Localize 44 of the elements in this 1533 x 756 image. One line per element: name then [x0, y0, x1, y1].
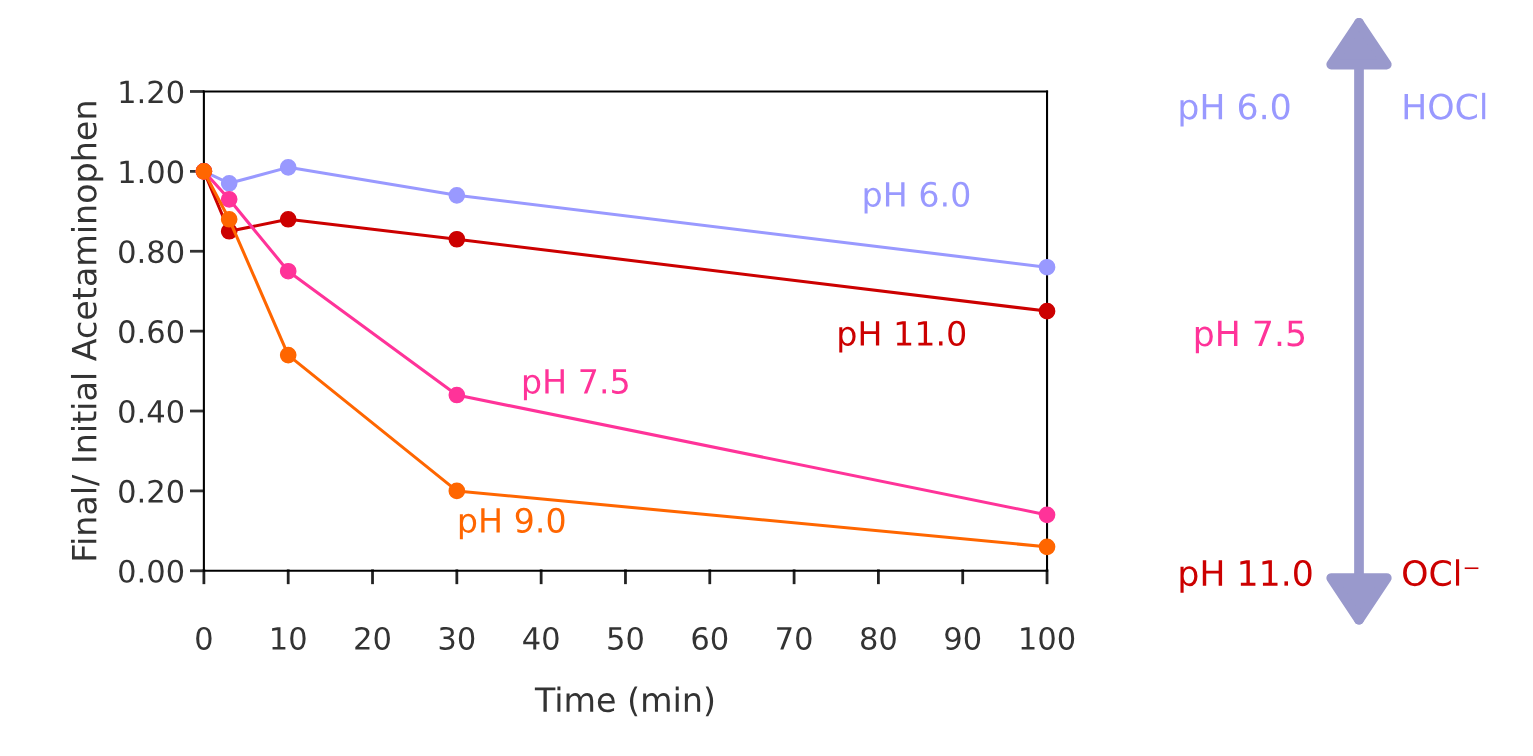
y-tick-label: 0.60 [119, 320, 184, 344]
text: HOCl [1404, 92, 1486, 120]
series-label: pH 7.5 [523, 369, 628, 401]
text: pH 6.0 [1180, 93, 1290, 127]
x-tick-label: 30 [439, 626, 475, 650]
x-tick-label: 70 [777, 626, 812, 650]
text: OCl⁻ [1403, 559, 1479, 587]
point [220, 190, 238, 208]
point [1038, 506, 1056, 524]
x-tick-label: 60 [692, 626, 728, 650]
point [220, 210, 238, 228]
point [279, 262, 297, 280]
y-tick-label: 0.20 [119, 479, 184, 503]
point [448, 186, 466, 204]
series-label: pH 11.0 [839, 320, 966, 353]
point [448, 386, 466, 404]
point [448, 230, 466, 248]
point [1038, 302, 1056, 320]
point [1038, 258, 1056, 276]
point [279, 346, 297, 364]
y-tick-label: 1.00 [120, 160, 184, 184]
text: pH 7.5 [1195, 320, 1305, 354]
y-tick-label: 1.20 [120, 80, 184, 104]
x-tick-label: 0 [196, 626, 212, 650]
y-tick-label: 0.80 [119, 240, 184, 264]
series-label: pH 6.0 [864, 181, 970, 214]
x-tick-label: 90 [945, 626, 981, 650]
point [220, 175, 238, 192]
x-tick-label: 80 [861, 626, 896, 650]
x-tick-label: 100 [1021, 626, 1075, 650]
y-axis-title: Final/ Initial Acetaminophen [70, 102, 104, 560]
point [279, 159, 297, 176]
x-tick-label: 40 [523, 626, 559, 650]
point [1038, 538, 1056, 556]
point [448, 482, 466, 500]
x-axis-title: Time (min) [534, 686, 714, 717]
y-tick-label: 0.00 [119, 559, 184, 583]
x-tick-label: 50 [608, 626, 643, 650]
x-tick-label: 10 [272, 626, 306, 650]
series-label: pH 9.0 [459, 507, 565, 540]
text: pH 11.0 [1180, 559, 1312, 593]
x-tick-label: 20 [355, 626, 390, 650]
point [279, 210, 297, 228]
y-tick-label: 0.40 [119, 399, 184, 424]
